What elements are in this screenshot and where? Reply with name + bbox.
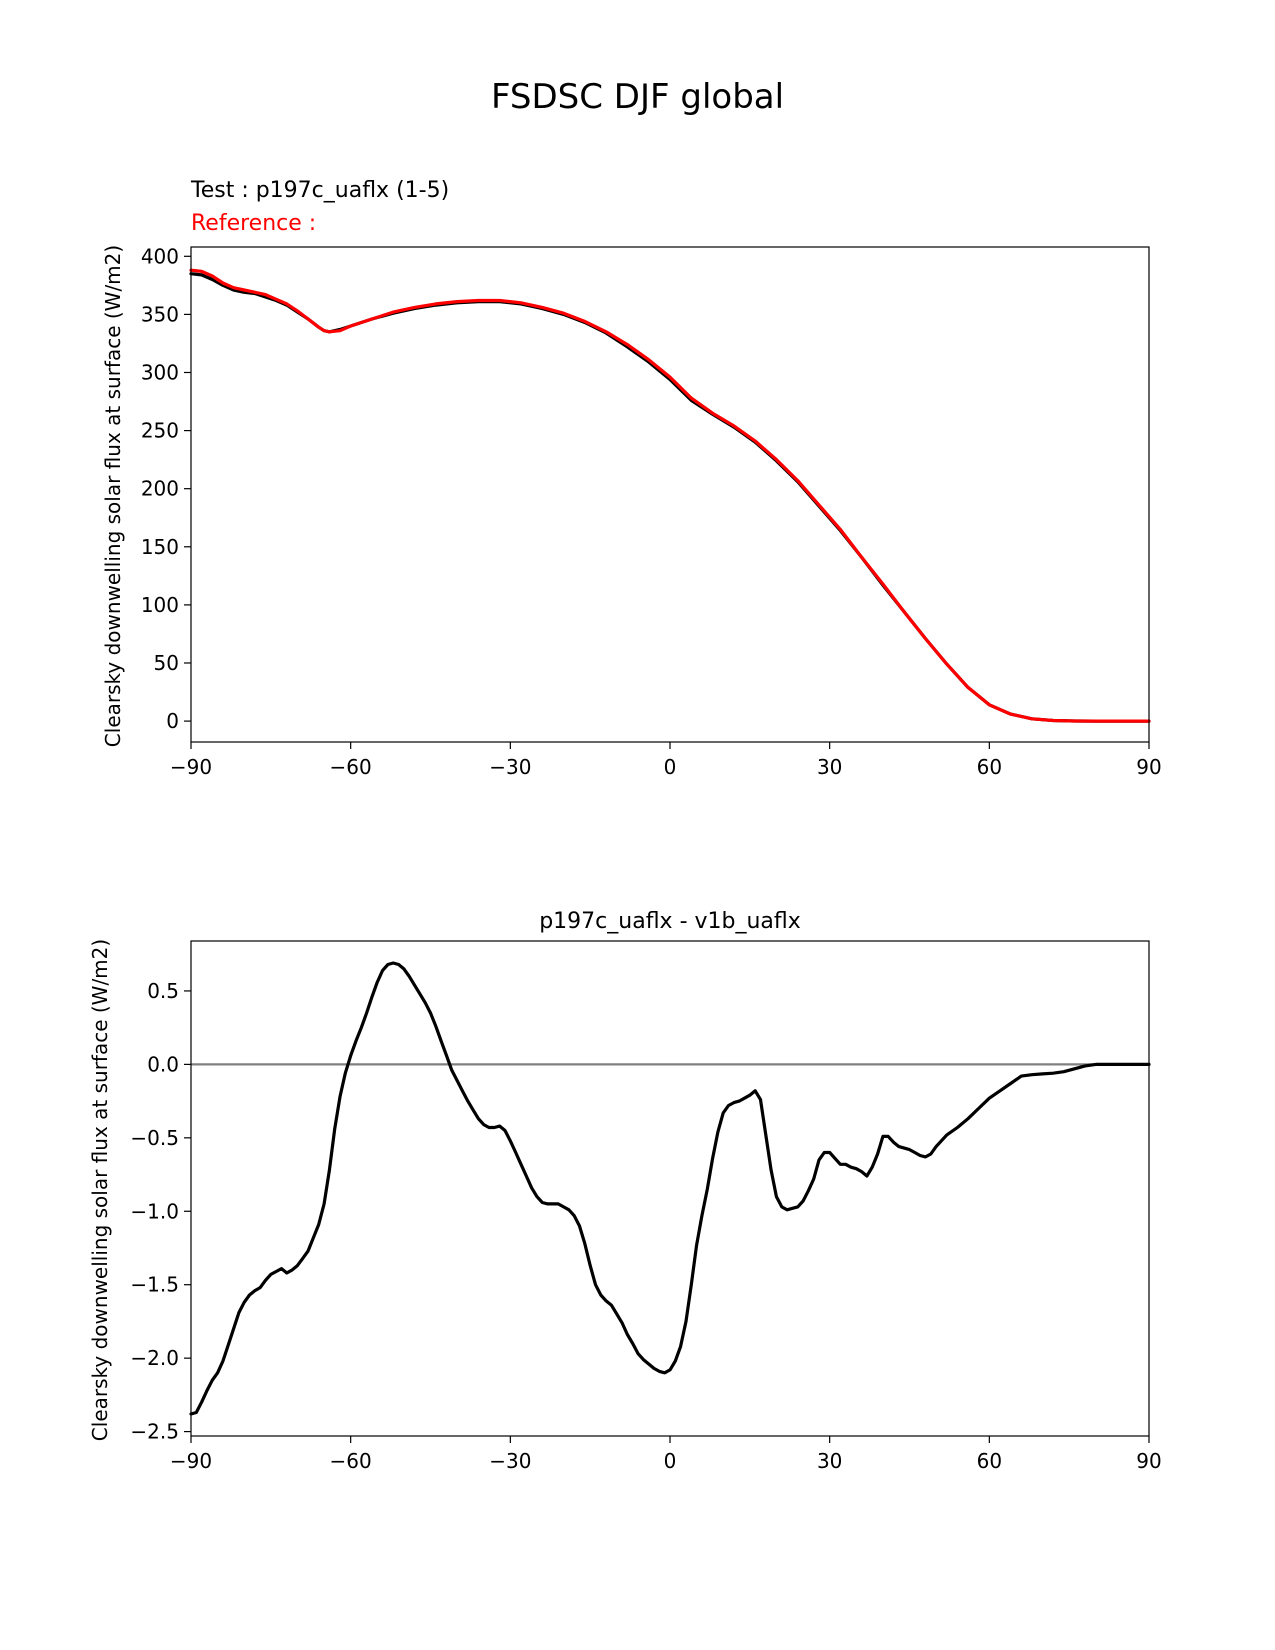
bottom-x-tick-label: 0 — [664, 1449, 677, 1473]
bottom-y-tick-label: 0.0 — [147, 1052, 179, 1076]
top-x-tick-label: −60 — [330, 755, 372, 779]
top-y-tick-label: 0 — [166, 709, 179, 733]
bottom-panel-title: p197c_uaflx - v1b_uaflx — [539, 909, 801, 934]
bottom-y-ticks: −2.5 −2.0 −1.5 −1.0 −0.5 0.0 0.5 — [130, 979, 191, 1444]
top-y-tick-label: 350 — [141, 302, 179, 326]
top-y-tick-label: 250 — [141, 419, 179, 443]
top-y-tick-label: 400 — [141, 244, 179, 268]
top-x-tick-label: −30 — [489, 755, 531, 779]
top-panel: Test : p197c_uaflx (1-5) Reference : Cle… — [101, 178, 1162, 779]
bottom-panel: p197c_uaflx - v1b_uaflx Clearsky downwel… — [88, 909, 1162, 1473]
bottom-diff-line — [189, 961, 1151, 1416]
top-plot-lines — [189, 268, 1151, 723]
bottom-y-tick-label: −1.5 — [130, 1273, 179, 1297]
top-x-tick-label: −90 — [170, 755, 212, 779]
top-y-tick-label: 200 — [141, 477, 179, 501]
top-reference-label: Reference : — [191, 211, 316, 236]
bottom-y-axis-label: Clearsky downwelling solar flux at surfa… — [88, 939, 112, 1441]
bottom-y-tick-label: −2.0 — [130, 1346, 179, 1370]
bottom-y-tick-label: 0.5 — [147, 979, 179, 1003]
top-y-ticks: 0 50 100 150 200 250 300 350 400 — [141, 244, 191, 733]
top-x-tick-label: 90 — [1136, 755, 1161, 779]
top-x-tick-label: 0 — [664, 755, 677, 779]
bottom-x-ticks: −90 −60 −30 0 30 60 90 — [170, 1436, 1162, 1473]
bottom-y-tick-label: −2.5 — [130, 1420, 179, 1444]
top-y-tick-label: 150 — [141, 535, 179, 559]
top-x-tick-label: 30 — [817, 755, 842, 779]
bottom-y-tick-label: −1.0 — [130, 1199, 179, 1223]
top-reference-line — [189, 268, 1151, 723]
top-y-tick-label: 50 — [154, 651, 179, 675]
bottom-x-tick-label: 30 — [817, 1449, 842, 1473]
top-x-tick-label: 60 — [977, 755, 1002, 779]
bottom-x-tick-label: −60 — [330, 1449, 372, 1473]
bottom-x-tick-label: −30 — [489, 1449, 531, 1473]
top-test-label: Test : p197c_uaflx (1-5) — [190, 178, 449, 203]
top-y-tick-label: 100 — [141, 593, 179, 617]
bottom-x-tick-label: 60 — [977, 1449, 1002, 1473]
bottom-axes-frame — [190, 940, 1150, 1437]
top-y-tick-label: 300 — [141, 360, 179, 384]
top-x-ticks: −90 −60 −30 0 30 60 90 — [170, 742, 1162, 779]
top-axes-frame — [190, 246, 1150, 743]
bottom-x-tick-label: 90 — [1136, 1449, 1161, 1473]
bottom-y-tick-label: −0.5 — [130, 1126, 179, 1150]
top-y-axis-label: Clearsky downwelling solar flux at surfa… — [101, 245, 125, 747]
bottom-x-tick-label: −90 — [170, 1449, 212, 1473]
figure-title: FSDSC DJF global — [491, 77, 784, 117]
bottom-plot-lines — [189, 961, 1151, 1416]
